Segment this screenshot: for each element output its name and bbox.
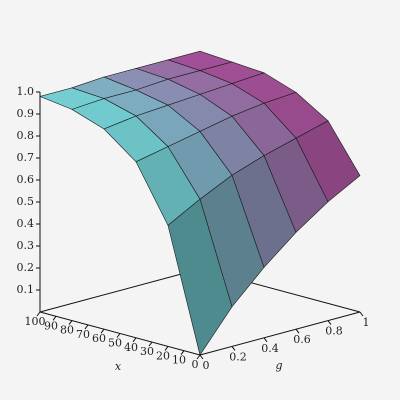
x-tick xyxy=(180,350,185,356)
x-tick xyxy=(52,315,57,321)
x-tick xyxy=(196,354,201,360)
y-tick-label: 0.4 xyxy=(261,342,279,355)
x-tick xyxy=(148,341,153,347)
z-tick-label: 0.1 xyxy=(17,283,35,296)
z-tick-label: 0.4 xyxy=(17,217,35,230)
x-tick xyxy=(116,333,121,338)
x-tick xyxy=(84,324,89,330)
x-tick-label: 100 xyxy=(25,315,46,328)
y-tick-label: 0.2 xyxy=(229,350,247,363)
x-tick-label: 0 xyxy=(192,358,199,371)
y-tick xyxy=(327,320,332,325)
x-tick xyxy=(132,337,137,343)
x-tick-label: 60 xyxy=(92,332,106,345)
x-tick-label: 30 xyxy=(140,345,154,358)
surface-patch xyxy=(167,198,233,356)
x-tick-label: 20 xyxy=(156,349,170,362)
y-tick-label: 0.6 xyxy=(293,333,311,346)
y-tick xyxy=(295,328,300,334)
y-tick xyxy=(199,354,204,360)
y-tick xyxy=(263,337,268,343)
x-tick-label: 90 xyxy=(44,319,58,332)
y-tick-label: 0.8 xyxy=(325,325,343,338)
z-tick-label: 0.5 xyxy=(17,195,35,208)
y-axis-label: g xyxy=(275,359,282,372)
x-tick xyxy=(164,346,169,351)
y-tick-label: 0 xyxy=(203,359,210,372)
x-tick xyxy=(100,328,105,334)
x-tick-label: 70 xyxy=(76,328,90,341)
y-tick-label: 1 xyxy=(363,316,370,329)
box-edge xyxy=(39,268,201,313)
z-tick-label: 0.6 xyxy=(17,173,35,186)
z-tick-label: 0.7 xyxy=(17,151,35,164)
z-tick-label: 0.2 xyxy=(17,261,35,274)
z-tick-label: 0.3 xyxy=(17,239,35,252)
z-tick-label: 0.8 xyxy=(17,129,35,142)
x-tick-label: 50 xyxy=(108,337,122,350)
x-tick-label: 10 xyxy=(172,354,186,367)
z-tick-label: 0.9 xyxy=(17,107,35,120)
x-tick xyxy=(36,311,41,317)
x-tick-label: 40 xyxy=(124,341,138,354)
y-axis xyxy=(199,311,361,356)
x-axis-label: x xyxy=(115,360,122,373)
y-tick xyxy=(231,346,236,351)
y-tick xyxy=(359,311,364,317)
x-tick xyxy=(68,320,73,325)
x-tick-label: 80 xyxy=(60,324,74,337)
z-tick-label: 1.0 xyxy=(17,85,35,98)
